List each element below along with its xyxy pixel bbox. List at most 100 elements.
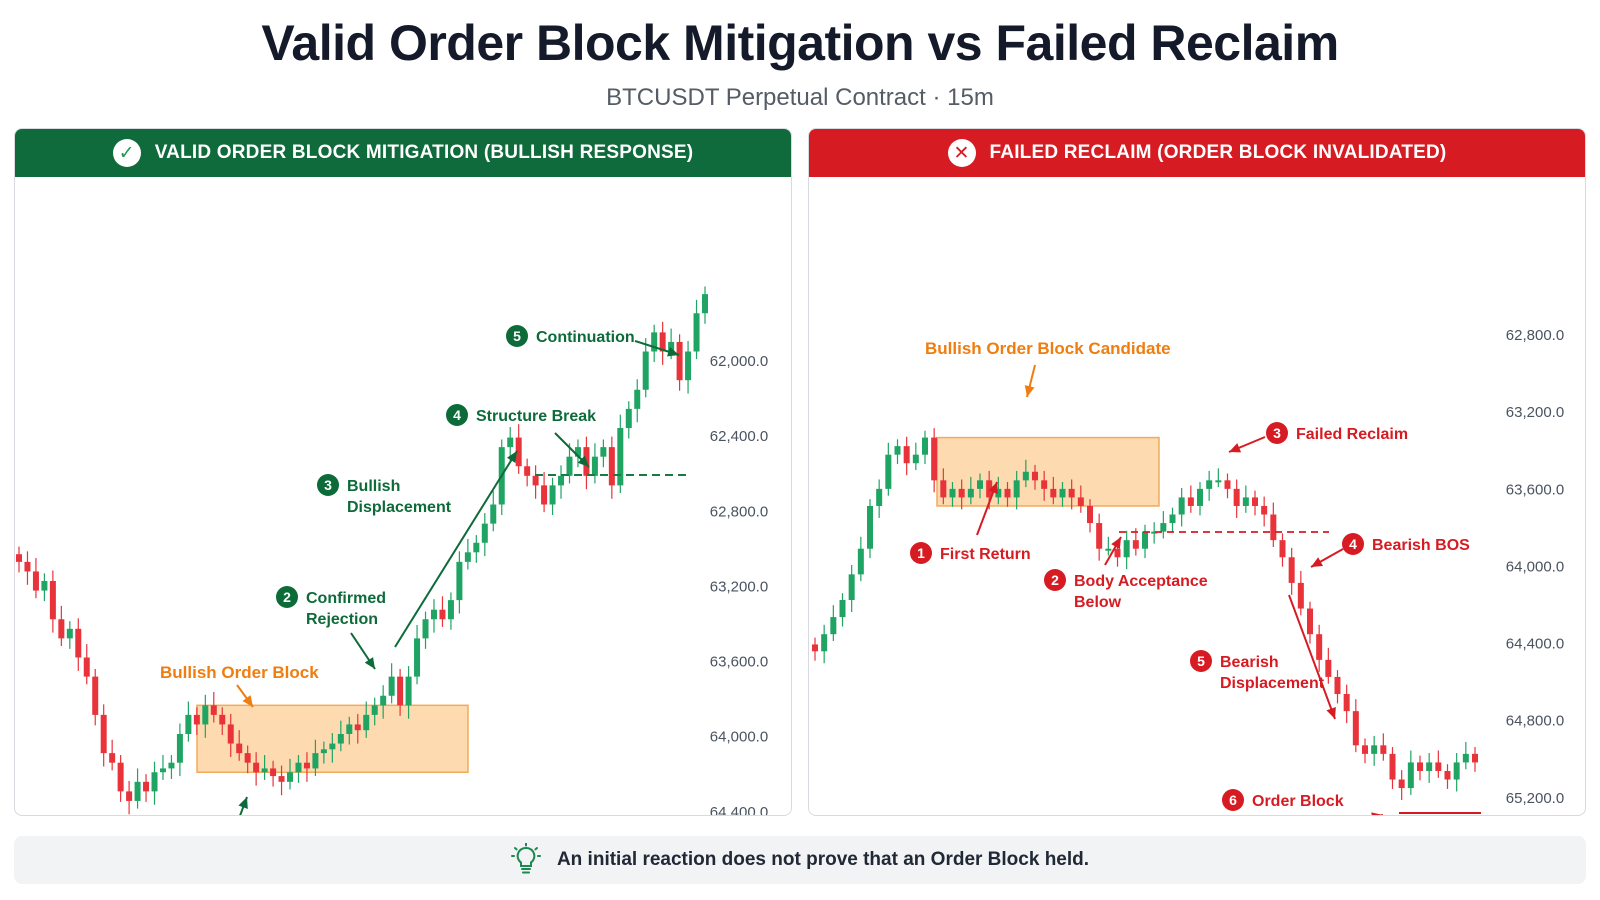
annotation-structure-break-text: Structure Break [476, 408, 596, 425]
candle [1022, 459, 1029, 488]
order-block-label-arrow [236, 684, 254, 708]
candle [541, 471, 548, 513]
candle [515, 424, 522, 474]
candle [329, 733, 336, 763]
page-title: Valid Order Block Mitigation vs Failed R… [261, 15, 1339, 71]
y-axis: 62,000.0 62,400.0 62,800.0 63,200.0 63,600.0… [710, 353, 768, 815]
candle [1233, 479, 1240, 518]
candle-body [1417, 762, 1423, 771]
bearish-displacement-arrow-shaft [1288, 594, 1336, 720]
candle [100, 704, 107, 767]
candle-body [1187, 497, 1194, 506]
candle-body [515, 437, 522, 467]
candle [456, 551, 463, 614]
annotation-structure-break-badge [446, 404, 468, 426]
candle-body [1352, 711, 1359, 746]
bearish-displacement-arrow-head [1326, 706, 1336, 719]
candle [659, 321, 666, 365]
y-tick-label: 62,000.0 [710, 353, 768, 370]
candle-body [185, 714, 192, 734]
candle-body [617, 428, 624, 486]
candle-body [405, 676, 412, 706]
candle-body [1362, 745, 1368, 754]
candle [549, 477, 556, 516]
candle-body [967, 488, 974, 498]
candle [24, 551, 31, 585]
candle-body [151, 772, 158, 792]
candle [1407, 750, 1414, 795]
candle [1142, 524, 1148, 559]
candle [1169, 507, 1176, 533]
candle [261, 755, 268, 780]
order-block-candidate-label: Bullish Order Block Candidate [925, 339, 1171, 358]
candle [958, 479, 965, 510]
candle-body [1252, 497, 1258, 506]
candle [176, 723, 183, 777]
failed-candlestick-chart: 62,800.0 63,200.0 63,600.0 64,000.0 64,400.0… [812, 327, 1564, 815]
y-tick-label: 63,200.0 [710, 578, 768, 595]
candle-body [1077, 497, 1084, 506]
candle-body [1142, 531, 1148, 549]
footer-tip: An initial reaction does not prove that … [14, 836, 1586, 884]
candidate-label-arrow [1024, 364, 1036, 398]
candle [566, 443, 573, 484]
lightbulb-icon [510, 843, 541, 874]
candle-body [1444, 770, 1451, 780]
candle [320, 741, 327, 764]
candle [1160, 511, 1167, 539]
candle [219, 707, 226, 735]
annotation-bearish-bos-badge [1342, 533, 1364, 555]
candle [227, 713, 234, 757]
candle-body [83, 657, 90, 677]
candle [16, 546, 22, 573]
candle-body [958, 488, 965, 498]
candle-body [1123, 540, 1130, 558]
candle-body [58, 619, 65, 639]
candle [1316, 624, 1323, 672]
candle [151, 761, 158, 805]
candle-body [1371, 745, 1378, 754]
candle [1380, 733, 1387, 761]
candle [447, 592, 454, 630]
candle-body [193, 714, 200, 725]
candle-body [1206, 480, 1213, 489]
annotation-bearish-displacement-text-line2: Displacement [1220, 675, 1325, 692]
candle-body [117, 762, 124, 792]
candle-body [1215, 480, 1222, 483]
annotation-confirmed-rejection-badge [276, 586, 298, 608]
candle-body [1068, 488, 1075, 498]
y-tick-label: 64,400.0 [1506, 636, 1564, 653]
annotation-bearish-bos-text: Bearish BOS [1372, 537, 1470, 554]
candle-body [507, 437, 514, 448]
candle [117, 755, 124, 802]
candle-body [481, 523, 488, 543]
candle [1032, 464, 1038, 490]
candle-body [388, 676, 395, 696]
candle-body [227, 724, 234, 744]
candle-body [32, 571, 39, 591]
candle-body [1169, 514, 1176, 524]
candle [1077, 485, 1084, 513]
candle-body [1197, 488, 1203, 506]
candle [685, 340, 692, 394]
candle [430, 599, 437, 633]
bearish-bos-arrow [1310, 548, 1344, 568]
annotation-bullish-displacement-badge [317, 474, 339, 496]
candle-body [1472, 753, 1478, 763]
candle-body [363, 714, 370, 731]
candle [839, 593, 846, 627]
candle-body [1087, 505, 1093, 524]
candle [1197, 482, 1203, 516]
candle [1050, 476, 1057, 505]
annotation-first-return: 1 First Return [910, 542, 1031, 564]
candle-body [532, 475, 539, 486]
candle [857, 536, 864, 582]
candidate-label-arrow-head [1024, 385, 1035, 397]
candle-body [66, 628, 73, 639]
candle [1417, 755, 1423, 781]
continuation-arrow-head [667, 346, 679, 357]
candle [1206, 470, 1213, 501]
candle [967, 476, 974, 505]
candle-body [126, 791, 133, 801]
candle [532, 465, 539, 499]
